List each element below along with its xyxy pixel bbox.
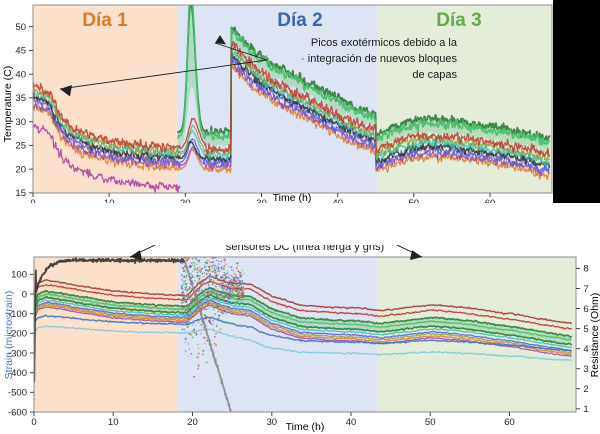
svg-text:-500: -500 [8, 388, 27, 399]
svg-text:40: 40 [332, 198, 343, 203]
svg-text:4: 4 [583, 344, 588, 355]
svg-text:1: 1 [583, 404, 588, 415]
svg-text:· integración de nuevos bloque: · integración de nuevos bloques [301, 53, 457, 65]
svg-text:6: 6 [583, 304, 588, 315]
svg-text:Día 3: Día 3 [436, 10, 481, 31]
svg-text:10: 10 [108, 417, 119, 428]
svg-text:Picos exotérmicos debido a la: Picos exotérmicos debido a la [311, 37, 458, 49]
svg-text:30: 30 [267, 417, 278, 428]
svg-text:0: 0 [31, 417, 36, 428]
svg-text:45: 45 [15, 46, 26, 57]
svg-text:Time (h): Time (h) [286, 421, 325, 433]
svg-text:Día 2: Día 2 [277, 10, 322, 31]
svg-text:40: 40 [15, 70, 26, 81]
svg-text:100: 100 [11, 270, 27, 281]
svg-text:8: 8 [583, 264, 588, 275]
svg-text:-600: -600 [8, 407, 27, 418]
svg-text:0: 0 [30, 198, 35, 203]
svg-text:3: 3 [583, 364, 588, 375]
svg-text:Strain (microstrain): Strain (microstrain) [3, 291, 15, 380]
svg-text:10: 10 [104, 198, 115, 203]
svg-text:30: 30 [256, 198, 267, 203]
svg-text:50: 50 [425, 417, 436, 428]
svg-text:Temperature (C): Temperature (C) [2, 66, 14, 142]
svg-text:20: 20 [187, 417, 198, 428]
svg-text:20: 20 [15, 165, 26, 176]
svg-text:35: 35 [15, 93, 26, 104]
svg-text:2: 2 [583, 384, 588, 395]
svg-text:sensores DC (línea nerga y gri: sensores DC (línea nerga y gris) [226, 245, 384, 253]
svg-text:5: 5 [583, 324, 588, 335]
svg-text:50: 50 [409, 198, 420, 203]
svg-text:60: 60 [504, 417, 515, 428]
svg-text:de capas: de capas [412, 69, 457, 81]
svg-text:60: 60 [485, 198, 496, 203]
svg-text:Time (h): Time (h) [273, 192, 312, 203]
svg-text:0: 0 [22, 289, 27, 300]
svg-text:25: 25 [15, 141, 26, 152]
svg-text:30: 30 [15, 117, 26, 128]
svg-text:Resistance (Ohm): Resistance (Ohm) [589, 293, 600, 378]
svg-text:20: 20 [180, 198, 191, 203]
svg-text:15: 15 [15, 188, 26, 199]
svg-text:40: 40 [346, 417, 357, 428]
svg-text:Día 1: Día 1 [82, 10, 128, 31]
svg-text:50: 50 [15, 22, 26, 33]
svg-text:7: 7 [583, 284, 588, 295]
